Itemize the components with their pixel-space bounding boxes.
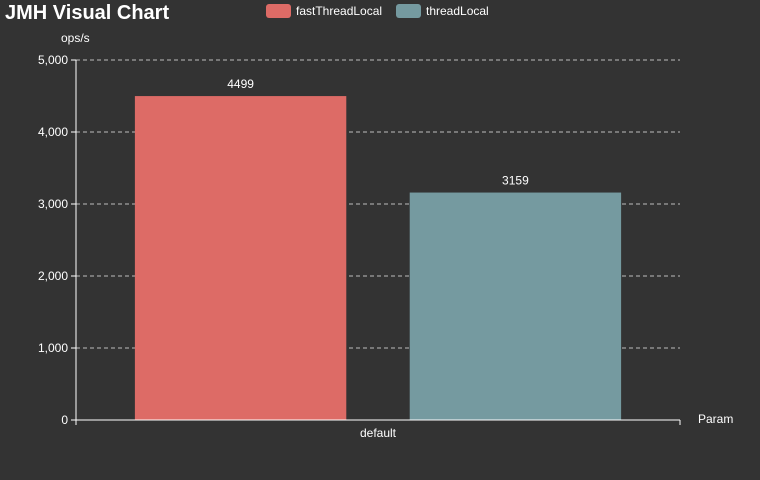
data-label-threadLocal: 3159	[502, 174, 529, 188]
y-tick-label: 3,000	[38, 197, 68, 211]
data-label-fastThreadLocal: 4499	[227, 77, 254, 91]
x-axis-name: Param	[698, 412, 733, 426]
y-tick-label: 0	[61, 413, 68, 427]
legend-label: threadLocal	[426, 4, 489, 18]
legend[interactable]: fastThreadLocal threadLocal	[266, 4, 489, 18]
legend-swatch	[396, 4, 421, 18]
x-axis: default	[75, 419, 681, 440]
y-tick-label: 5,000	[38, 53, 68, 67]
y-axis: 0 1,000 2,000 3,000 4,000 5,000	[38, 53, 77, 427]
legend-label: fastThreadLocal	[296, 4, 382, 18]
chart-title: JMH Visual Chart	[5, 2, 169, 24]
bar-threadLocal[interactable]	[409, 192, 622, 420]
legend-item-threadLocal[interactable]: threadLocal	[396, 4, 489, 18]
bar-fastThreadLocal[interactable]	[134, 96, 347, 421]
legend-swatch	[266, 4, 291, 18]
x-tick-label: default	[360, 426, 397, 440]
data-labels: 4499 3159	[227, 77, 529, 187]
legend-item-fastThreadLocal[interactable]: fastThreadLocal	[266, 4, 382, 18]
y-tick-label: 4,000	[38, 125, 68, 139]
y-axis-name: ops/s	[61, 31, 90, 45]
bars	[134, 96, 622, 421]
y-tick-label: 2,000	[38, 269, 68, 283]
y-tick-label: 1,000	[38, 341, 68, 355]
